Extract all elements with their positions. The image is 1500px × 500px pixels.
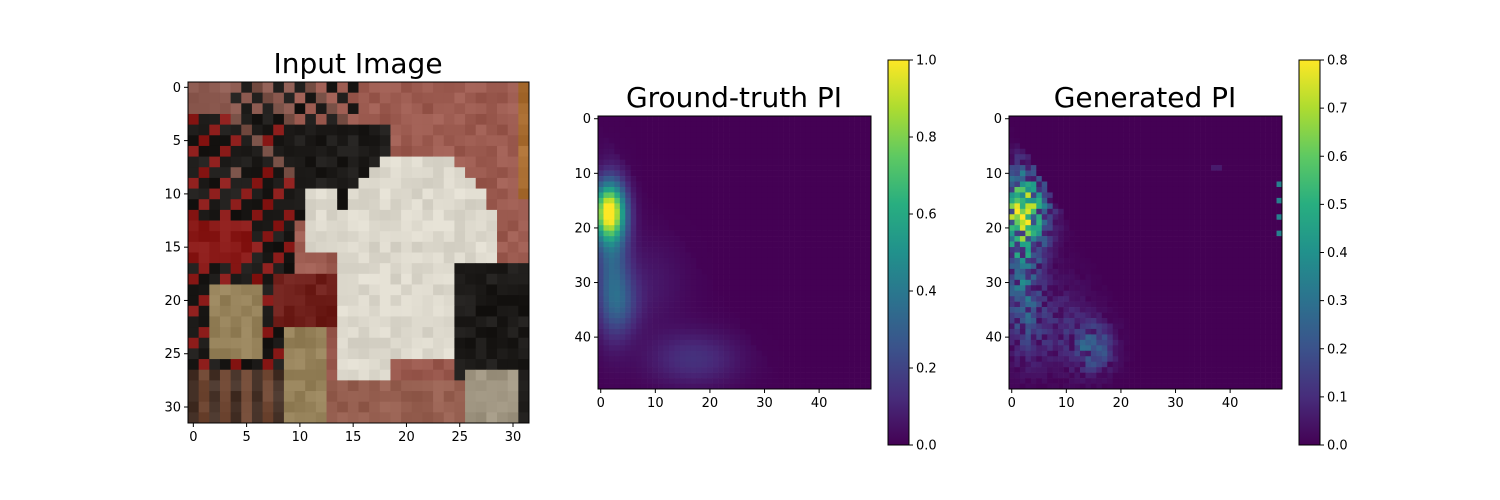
y-tick-label: 25 xyxy=(164,347,181,362)
x-tick-label: 30 xyxy=(1167,396,1184,411)
panel-input-image: Input Image 0 0 5 5 10 10 15 15 20 20 25 25 30 30 xyxy=(164,47,529,445)
colorbar-tick-label: 0.2 xyxy=(1327,342,1348,357)
panel-title: Generated PI xyxy=(1054,81,1237,114)
colorbar-tick-label: 0.4 xyxy=(916,285,937,300)
x-tick-label: 0 xyxy=(597,396,605,411)
ground-truth-heatmap xyxy=(598,116,871,389)
y-tick-label: 20 xyxy=(985,221,1002,236)
colorbar-tick-label: 0.4 xyxy=(1327,246,1348,261)
colorbar-tick-label: 0.8 xyxy=(1327,54,1348,69)
colorbar-tick-label: 0.8 xyxy=(916,131,937,146)
colorbar-tick-label: 0.3 xyxy=(1327,294,1348,309)
colorbar-tick-label: 0.6 xyxy=(916,208,937,223)
x-tick-label: 25 xyxy=(451,430,468,445)
colorbar-ticks: 0.0 0.1 0.2 0.3 0.4 0.5 0.6 0.7 0.8 xyxy=(1320,54,1348,454)
y-tick-label: 15 xyxy=(164,241,181,256)
input-image-pixels xyxy=(188,82,529,423)
y-tick-label: 0 xyxy=(583,112,591,127)
x-tick-label: 10 xyxy=(292,430,309,445)
x-tick-label: 40 xyxy=(1222,396,1239,411)
y-tick-label: 30 xyxy=(574,276,591,291)
colorbar-tick-label: 0.6 xyxy=(1327,150,1348,165)
y-tick-label: 5 xyxy=(173,134,181,149)
x-tick-label: 30 xyxy=(505,430,522,445)
x-tick-label: 20 xyxy=(1113,396,1130,411)
x-tick-label: 15 xyxy=(345,430,362,445)
y-tick-label: 40 xyxy=(985,331,1002,346)
x-tick-label: 40 xyxy=(811,396,828,411)
y-tick-label: 20 xyxy=(574,221,591,236)
colorbar-ticks: 0.0 0.2 0.4 0.6 0.8 1.0 xyxy=(909,54,937,454)
y-tick-label: 20 xyxy=(164,294,181,309)
colorbar-tick-label: 0.0 xyxy=(1327,439,1348,454)
x-tick-label: 20 xyxy=(702,396,719,411)
panel-title: Input Image xyxy=(273,47,442,80)
colorbar-tick-label: 0.1 xyxy=(1327,390,1348,405)
y-tick-label: 0 xyxy=(994,112,1002,127)
x-tick-label: 0 xyxy=(189,430,197,445)
x-tick-label: 30 xyxy=(756,396,773,411)
colorbar-tick-label: 0.0 xyxy=(916,439,937,454)
y-tick-label: 10 xyxy=(164,187,181,202)
y-tick-label: 0 xyxy=(173,81,181,96)
y-tick-label: 30 xyxy=(985,276,1002,291)
colorbar-tick-label: 1.0 xyxy=(916,54,937,69)
colorbar-tick-label: 0.5 xyxy=(1327,198,1348,213)
panel-title: Ground-truth PI xyxy=(626,81,842,114)
colorbar xyxy=(888,60,909,445)
colorbar-tick-label: 0.2 xyxy=(916,362,937,377)
y-tick-label: 40 xyxy=(574,331,591,346)
x-tick-label: 20 xyxy=(398,430,415,445)
colorbar-tick-label: 0.7 xyxy=(1327,102,1348,117)
x-tick-label: 5 xyxy=(242,430,250,445)
generated-heatmap xyxy=(1009,116,1282,389)
x-tick-label: 10 xyxy=(1058,396,1075,411)
y-tick-label: 10 xyxy=(574,167,591,182)
x-tick-label: 10 xyxy=(647,396,664,411)
colorbar xyxy=(1299,60,1320,445)
x-tick-label: 0 xyxy=(1008,396,1016,411)
y-tick-label: 10 xyxy=(985,167,1002,182)
y-tick-label: 30 xyxy=(164,401,181,416)
